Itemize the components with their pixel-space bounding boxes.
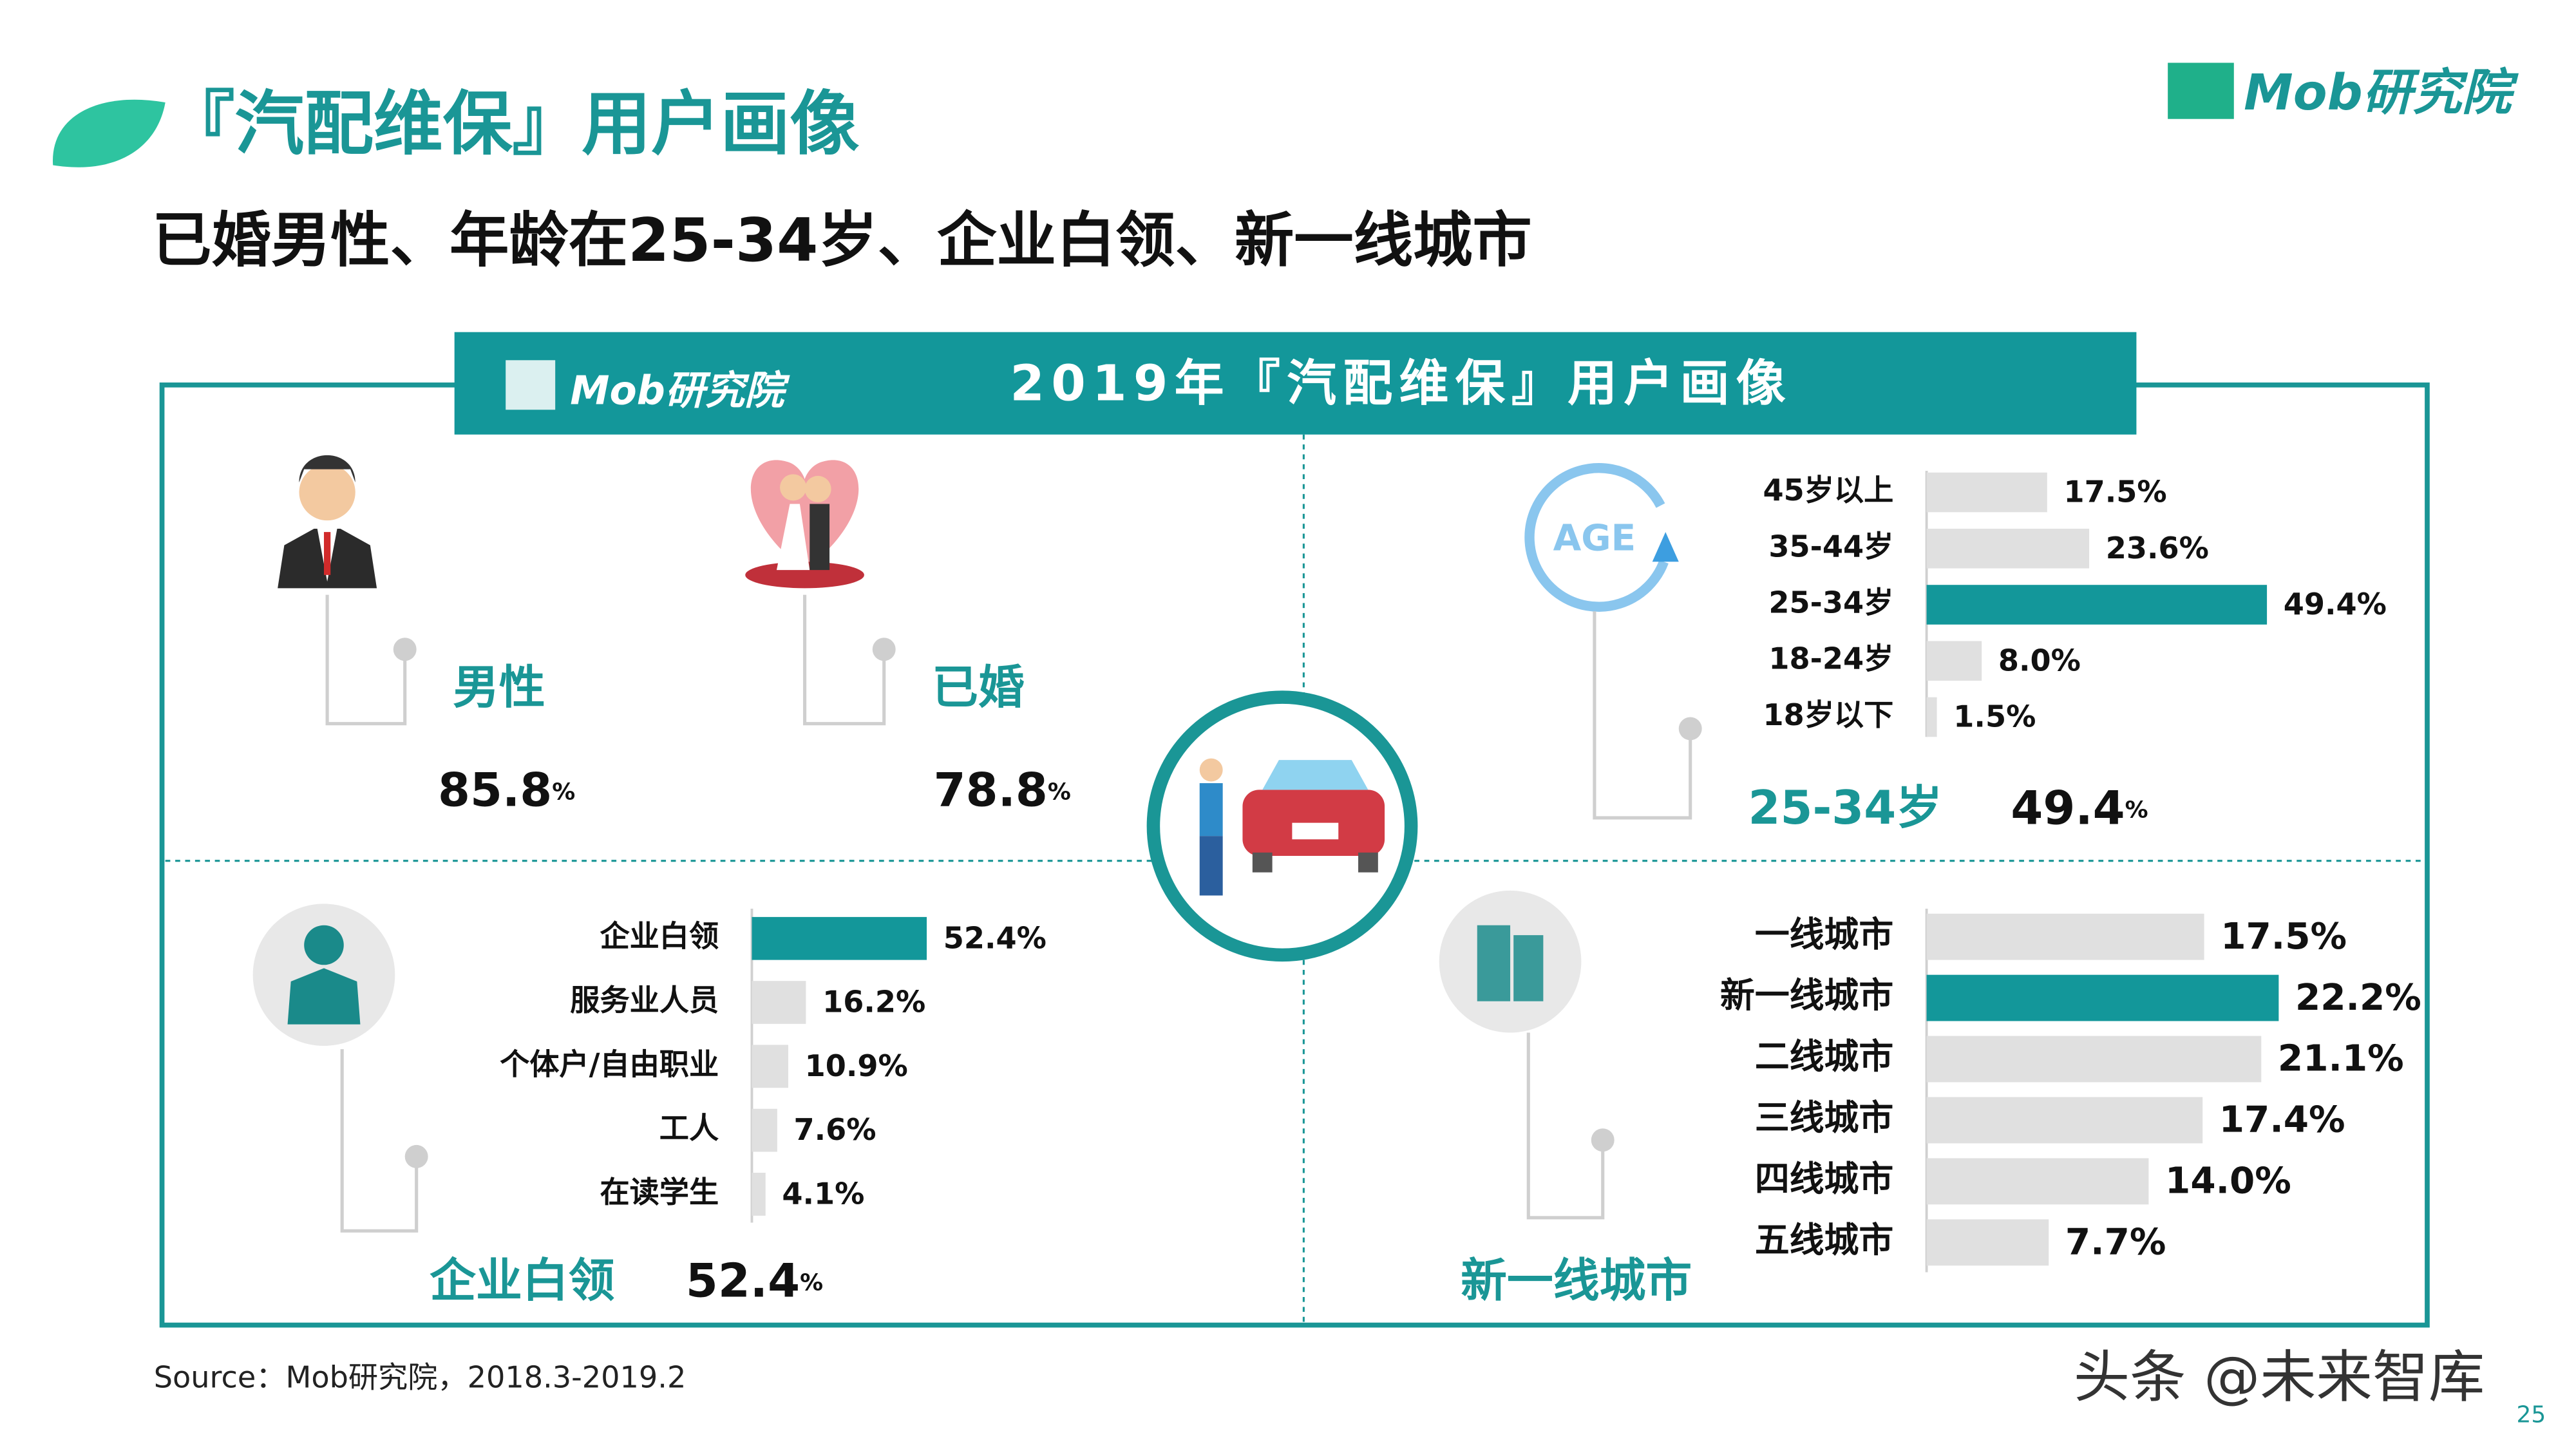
bar [1926,913,2204,960]
stat-unit: % [1048,779,1071,805]
stat-value: 78.8% [934,762,1071,817]
stat-label: 已婚 [932,660,1025,714]
value-label: 22.2% [2295,977,2421,1019]
category-label: 二线城市 [1755,1036,1893,1077]
stat-unit: % [552,779,575,805]
connector [1526,1032,1605,1220]
bar [1926,1036,2262,1083]
value-label: 8.0% [1998,643,2081,677]
bar [1926,1158,2149,1205]
value-label: 16.2% [822,985,925,1019]
city-icon [1477,925,1544,1001]
connector-dot [404,1144,428,1168]
logo: Mob研究院 [2244,64,2519,122]
category-label: 一线城市 [1755,914,1893,954]
category-label: 五线城市 [1755,1220,1893,1260]
category-label: 在读学生 [600,1175,719,1209]
watermark: 头条 @未来智库 [2074,1345,2485,1410]
value-label: 17.5% [2063,475,2166,509]
summary-label: 新一线城市 [1461,1253,1692,1307]
stat-number: 78.8 [934,762,1048,817]
subtitle: 已婚男性、年龄在25-34岁、企业白领、新一线城市 [152,205,1532,275]
summary-label: 25-34岁 [1748,781,1943,835]
category-label: 25-34岁 [1768,585,1893,620]
summary-number: 52.4 [686,1253,800,1307]
banner [454,332,2137,435]
category-label: 个体户/自由职业 [500,1046,719,1081]
summary-number: 49.4 [2011,781,2125,835]
connector [1593,611,1692,820]
category-label: 35-44岁 [1768,529,1893,564]
value-label: 52.4% [943,920,1046,955]
stat-label: 男性 [453,660,545,714]
summary-value: 52.4% [686,1253,823,1307]
leaf-icon [52,99,166,167]
category-label: 服务业人员 [570,983,719,1018]
category-label: 三线城市 [1755,1097,1893,1138]
male-icon [278,455,377,589]
bar [752,1173,766,1216]
car-wash-icon [1199,758,1385,896]
connector [325,594,407,726]
banner-title: 2019年『汽配维保』用户画像 [1010,355,1792,412]
connector-dot [1591,1128,1615,1152]
summary-value: 49.4% [2011,781,2148,835]
bar [1926,974,2279,1021]
value-label: 4.1% [782,1176,864,1211]
age-icon: AGE [1524,463,1679,612]
bar [1926,1219,2049,1266]
value-label: 7.7% [2065,1221,2166,1263]
category-label: 45岁以上 [1763,473,1893,507]
bar [752,1045,788,1088]
value-label: 17.4% [2219,1099,2345,1141]
occupation-icon [287,925,361,1025]
connector-dot [393,638,417,661]
value-label: 1.5% [1953,699,2036,734]
category-label: 四线城市 [1755,1159,1893,1199]
connector-dot [1678,717,1702,741]
connector [340,1049,419,1233]
bar [752,981,806,1024]
value-label: 10.9% [805,1048,908,1083]
bar [1926,1097,2203,1144]
value-label: 49.4% [2284,587,2387,621]
title: 『汽配维保』用户画像 [166,84,860,164]
value-label: 21.1% [2278,1038,2404,1080]
stat-number: 85.8 [438,762,552,817]
summary-unit: % [2125,797,2148,824]
charts: 45岁以上 17.5% 35-44岁 23.6% 25-34岁 49.4% 18-24岁 8.… [500,472,2421,1266]
married-icon [745,460,864,589]
logo-mark [2168,62,2234,119]
category-label: 新一线城市 [1720,975,1893,1016]
source: Source：Mob研究院，2018.3-2019.2 [154,1360,687,1395]
category-label: 18-24岁 [1768,641,1893,676]
category-label: 工人 [659,1111,719,1146]
category-label: 企业白领 [600,919,719,954]
value-label: 23.6% [2106,531,2209,565]
bar [1926,528,2090,569]
banner-logo: Mob研究院 [570,368,790,414]
stat-value: 85.8% [438,762,575,817]
connector-dot [872,638,896,661]
bar [752,1108,777,1152]
value-label: 17.5% [2221,916,2347,958]
logo-mark [506,360,556,410]
bar [1926,472,2047,513]
svg-text:AGE: AGE [1553,518,1636,560]
bar [1926,585,2268,625]
bar [1926,697,1937,737]
value-label: 14.0% [2165,1160,2291,1202]
connector [803,594,886,726]
value-label: 7.6% [794,1112,876,1147]
summary-label: 企业白领 [430,1253,614,1307]
bar [752,916,927,960]
category-label: 18岁以下 [1763,697,1893,732]
page-number: 25 [2516,1402,2546,1428]
summary-unit: % [800,1269,823,1296]
bar [1926,641,1982,681]
